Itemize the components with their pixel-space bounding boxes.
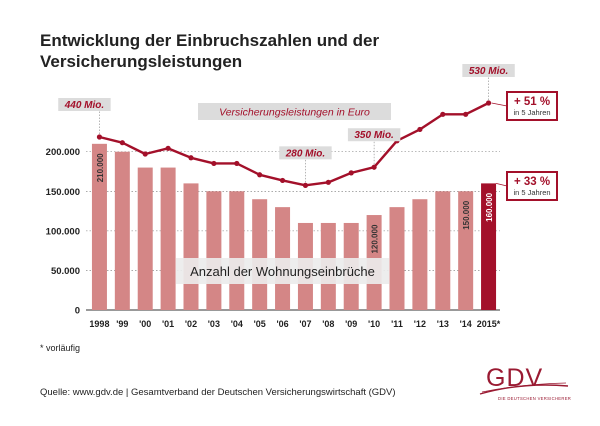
callout-box [462, 64, 515, 77]
x-tick-label: '09 [345, 319, 357, 329]
growth-leader [491, 102, 508, 107]
growth-period: in 5 Jahren [513, 188, 550, 197]
x-tick-label: '05 [254, 319, 266, 329]
y-tick-label: 150.000 [46, 187, 80, 198]
insurance-line [99, 101, 490, 187]
bar-'02 [183, 183, 199, 310]
x-tick-label: 1998 [89, 319, 109, 329]
bar-data-label: 160.000 [485, 192, 494, 221]
y-tick-label: 0 [75, 306, 80, 317]
x-tick-label: '12 [414, 319, 426, 329]
x-tick-label: '07 [299, 319, 311, 329]
bar-series-label-box [176, 258, 389, 284]
line-point [279, 177, 286, 184]
y-tick-label: 100.000 [46, 226, 80, 237]
line-point [348, 170, 354, 176]
callout-label: 530 Mio. [469, 66, 508, 77]
bar-'11 [389, 207, 405, 310]
callout-label: 350 Mio. [354, 130, 393, 141]
callout-box [347, 128, 401, 142]
growth-box [506, 171, 558, 201]
x-tick-label: '14 [460, 319, 472, 329]
line-point [463, 111, 469, 117]
line-point [257, 172, 263, 178]
line-point [119, 140, 125, 146]
x-tick-label: '13 [437, 319, 449, 329]
line-point [188, 155, 194, 161]
bar-'99 [114, 151, 130, 310]
bar-data-label: 150.000 [462, 200, 471, 229]
callout-label: 440 Mio. [64, 100, 104, 111]
bar-'05 [252, 199, 268, 310]
x-tick-label: '10 [368, 319, 380, 329]
x-tick-label: '02 [185, 319, 197, 329]
x-tick-label: '00 [139, 319, 151, 329]
x-tick-label: '06 [276, 319, 288, 329]
x-tick-label: '11 [391, 319, 403, 329]
line-point [325, 179, 331, 185]
bar-'00 [137, 167, 153, 310]
x-tick-label: '04 [231, 319, 243, 329]
growth-period: in 5 Jahren [513, 108, 550, 117]
x-tick-label: '99 [116, 319, 128, 329]
line-point [417, 126, 423, 133]
callout-box [58, 98, 111, 111]
bar-'12 [412, 199, 428, 310]
chart-title: Entwicklung der Einbruchszahlen und der … [40, 31, 380, 71]
x-tick-label: '01 [162, 319, 174, 329]
line-point [165, 145, 171, 151]
x-tick-label: 2015* [477, 319, 501, 329]
y-tick-label: 50.000 [51, 266, 80, 277]
line-series-label-box [198, 103, 391, 120]
bar-1998 [91, 143, 107, 310]
bar-data-label: 210.000 [96, 153, 105, 182]
bar-data-label: 120.000 [371, 224, 380, 253]
x-tick-label: '03 [208, 319, 220, 329]
x-tick-label: '08 [322, 319, 334, 329]
source-note: Quelle: www.gdv.de | Gesamtverband der D… [40, 387, 396, 398]
bar-'01 [160, 167, 176, 310]
line-point [485, 100, 492, 106]
y-tick-label: 200.000 [46, 147, 80, 158]
logo-swoosh-icon [479, 382, 569, 395]
growth-leader [495, 183, 508, 187]
growth-box [506, 91, 558, 121]
gdv-logo: GDV DIE DEUTSCHEN VERSICHERER [472, 364, 572, 404]
bar-'14 [458, 191, 474, 310]
bar-series-label: Anzahl der Wohnungseinbrüche [190, 264, 375, 279]
callout-box [279, 146, 332, 160]
line-series-label: Versicherungsleistungen in Euro [219, 107, 370, 119]
line-point [96, 134, 103, 140]
bar-2015* [481, 183, 497, 310]
footnote: * vorläufig [40, 343, 81, 353]
line-point [211, 160, 217, 167]
growth-percent: + 51 % [514, 96, 550, 108]
bar-'03 [206, 191, 222, 310]
bar-'13 [435, 191, 451, 310]
line-point [440, 111, 446, 117]
line-point [371, 164, 377, 170]
line-point [302, 182, 309, 188]
bar-'04 [229, 191, 245, 310]
callout-label: 280 Mio. [285, 148, 325, 159]
line-point [234, 160, 240, 167]
line-point [142, 151, 148, 157]
logo-subtitle: DIE DEUTSCHEN VERSICHERER [498, 396, 572, 401]
growth-percent: + 33 % [514, 176, 550, 188]
